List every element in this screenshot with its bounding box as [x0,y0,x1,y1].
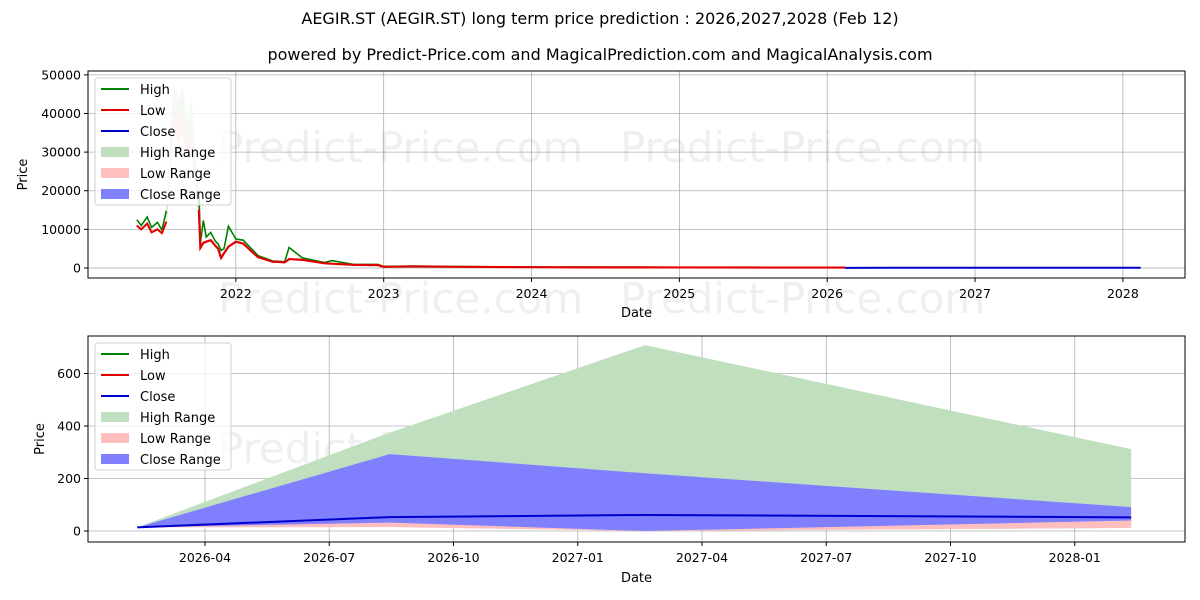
legend-label-low-range: Low Range [140,432,211,447]
top-chart: Predict-Price.com Predict-Price.com Predic… [16,67,1186,323]
y-tick-label: 0 [73,524,81,539]
x-tick-label: 2028-01 [1049,550,1101,565]
watermark: Predict-Price.com [218,274,583,323]
legend-label-low: Low [140,104,166,119]
x-tick-label: 2027-01 [552,550,604,565]
x-tick-label: 2026-07 [303,550,355,565]
high-line [136,210,168,233]
x-tick-label: 2024 [516,286,548,301]
y-tick-label: 30000 [41,145,81,160]
chart-title: AEGIR.ST (AEGIR.ST) long term price pred… [301,9,899,28]
legend-label-close-range: Close Range [140,188,221,203]
y-tick-label: 600 [57,366,81,381]
legend-label-high: High [140,83,170,98]
legend-label-low-range: Low Range [140,167,211,182]
y-tick-label: 200 [57,471,81,486]
x-tick-label: 2023 [368,286,400,301]
legend: High Low Close High Range Low Range Close Ran… [94,77,232,206]
chart-subtitle: powered by Predict-Price.com and Magical… [267,45,933,64]
legend: High Low Close High Range Low Range Close Ran… [94,342,232,471]
y-tick-label: 0 [73,260,81,275]
x-axis-label: Date [621,306,652,321]
legend-label-high-range: High Range [140,146,215,161]
watermark: Predict-Price.com [620,274,985,323]
watermark: Predict-Price.com [620,123,985,172]
y-axis-label: Price [33,423,48,455]
y-tick-label: 10000 [41,222,81,237]
x-tick-label: 2026-04 [179,550,231,565]
y-tick-label: 20000 [41,183,81,198]
y-tick-label: 40000 [41,106,81,121]
x-tick-label: 2027 [959,286,991,301]
legend-label-high-range: High Range [140,411,215,426]
y-axis-label: Price [16,159,31,191]
x-tick-label: 2027-07 [800,550,852,565]
legend-label-low: Low [140,369,166,384]
legend-swatch-close-range [101,454,129,464]
legend-swatch-low-range [101,168,129,178]
legend-label-high: High [140,348,170,363]
x-axis-label: Date [621,571,652,586]
legend-label-close: Close [140,125,175,140]
x-tick-label: 2025 [663,286,695,301]
low-line [197,209,845,269]
legend-swatch-high-range [101,412,129,422]
x-tick-label: 2027-04 [676,550,728,565]
close-line [137,513,1132,529]
close-range-area [137,454,1132,531]
watermark: Predict-Price.com [218,123,583,172]
x-tick-label: 2026 [811,286,843,301]
legend-swatch-high-range [101,147,129,157]
legend-swatch-low-range [101,433,129,443]
bottom-chart: Predict-Price.comPredict-Price.com020040… [33,335,1186,586]
x-tick-label: 2028 [1107,286,1139,301]
legend-label-close-range: Close Range [140,453,221,468]
y-tick-label: 400 [57,419,81,434]
low-line [136,221,168,235]
x-tick-label: 2026-10 [427,550,479,565]
legend-swatch-close-range [101,189,129,199]
y-tick-label: 50000 [41,67,81,82]
x-tick-label: 2027-10 [924,550,976,565]
x-tick-label: 2022 [220,286,252,301]
legend-label-close: Close [140,390,175,405]
